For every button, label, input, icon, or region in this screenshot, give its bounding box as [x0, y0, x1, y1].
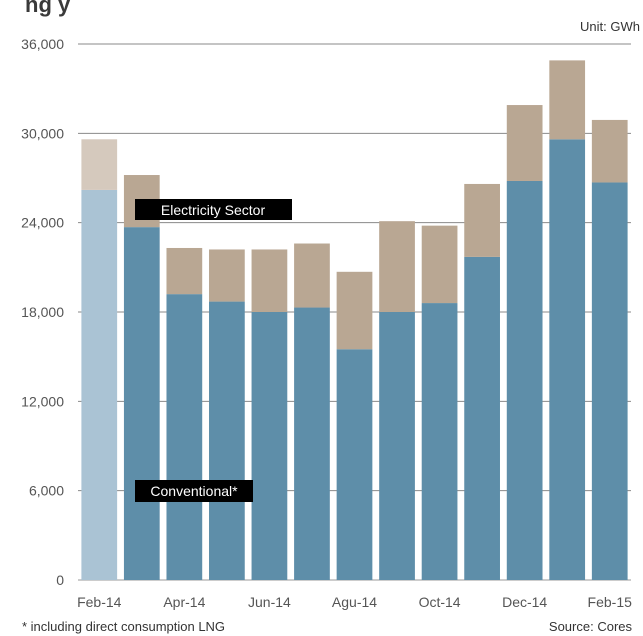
- bar-conventional: [336, 349, 373, 580]
- footnote: * including direct consumption LNG: [22, 619, 225, 634]
- y-tick-label: 6,000: [29, 483, 64, 499]
- x-tick-label: Dec-14: [502, 594, 547, 610]
- x-tick-label: Apr-14: [163, 594, 205, 610]
- bar-conventional: [591, 182, 628, 580]
- bar-conventional: [379, 312, 415, 580]
- chart-title-fragment: ng y: [25, 0, 71, 17]
- legend-conventional-label: Conventional*: [150, 483, 238, 499]
- bar-conventional: [251, 312, 288, 580]
- x-tick-label: Feb-14: [77, 594, 122, 610]
- legend-electricity-sector-label: Electricity Sector: [161, 202, 266, 218]
- legend-electricity-sector: Electricity Sector: [135, 199, 292, 220]
- x-axis-ticks: Feb-14 Apr-14 Jun-14 Agu-14 Oct-14 Dec-14 Feb-…: [77, 594, 632, 610]
- bar-conventional: [549, 139, 586, 581]
- y-tick-label: 24,000: [21, 215, 64, 231]
- bar-electricity-sector: [251, 249, 288, 312]
- bar-conventional: [506, 180, 543, 580]
- legend-electricity-sector-bg: [135, 199, 292, 220]
- bar-conventional: [294, 307, 330, 580]
- bar-conventional: [421, 303, 458, 580]
- bar-conventional: [209, 301, 245, 580]
- bar-conventional: [166, 294, 203, 580]
- y-tick-label: 36,000: [21, 36, 64, 52]
- bar-electricity-sector: [421, 225, 458, 304]
- bars: [81, 60, 628, 581]
- bar-electricity-sector: [379, 221, 415, 312]
- x-tick-label: Jun-14: [248, 594, 291, 610]
- bar-electricity-sector: [549, 60, 586, 140]
- unit-label: Unit: GWh: [580, 19, 640, 34]
- x-tick-label: Agu-14: [332, 594, 377, 610]
- source-note: Source: Cores: [549, 619, 633, 634]
- legend-conventional-bg: [135, 480, 253, 502]
- legend-conventional: Conventional*: [135, 480, 253, 502]
- y-tick-label: 0: [56, 572, 64, 588]
- y-tick-label: 18,000: [21, 304, 64, 320]
- bar-conventional: [81, 189, 118, 580]
- bar-electricity-sector: [294, 243, 330, 308]
- y-axis-ticks: 0 6,000 12,000 18,000 24,000 30,000 36,000: [21, 36, 64, 588]
- bar-electricity-sector: [166, 247, 203, 295]
- bar-electricity-sector: [81, 139, 118, 190]
- bar-conventional: [464, 256, 500, 580]
- bar-electricity-sector: [209, 249, 245, 302]
- bar-electricity-sector: [336, 271, 373, 350]
- bar-electricity-sector: [464, 183, 500, 257]
- bar-electricity-sector: [591, 119, 628, 183]
- x-tick-label: Feb-15: [588, 594, 633, 610]
- y-tick-label: 30,000: [21, 125, 64, 141]
- x-tick-label: Oct-14: [419, 594, 461, 610]
- bar-electricity-sector: [506, 105, 543, 181]
- bar-conventional: [123, 227, 160, 580]
- y-tick-label: 12,000: [21, 393, 64, 409]
